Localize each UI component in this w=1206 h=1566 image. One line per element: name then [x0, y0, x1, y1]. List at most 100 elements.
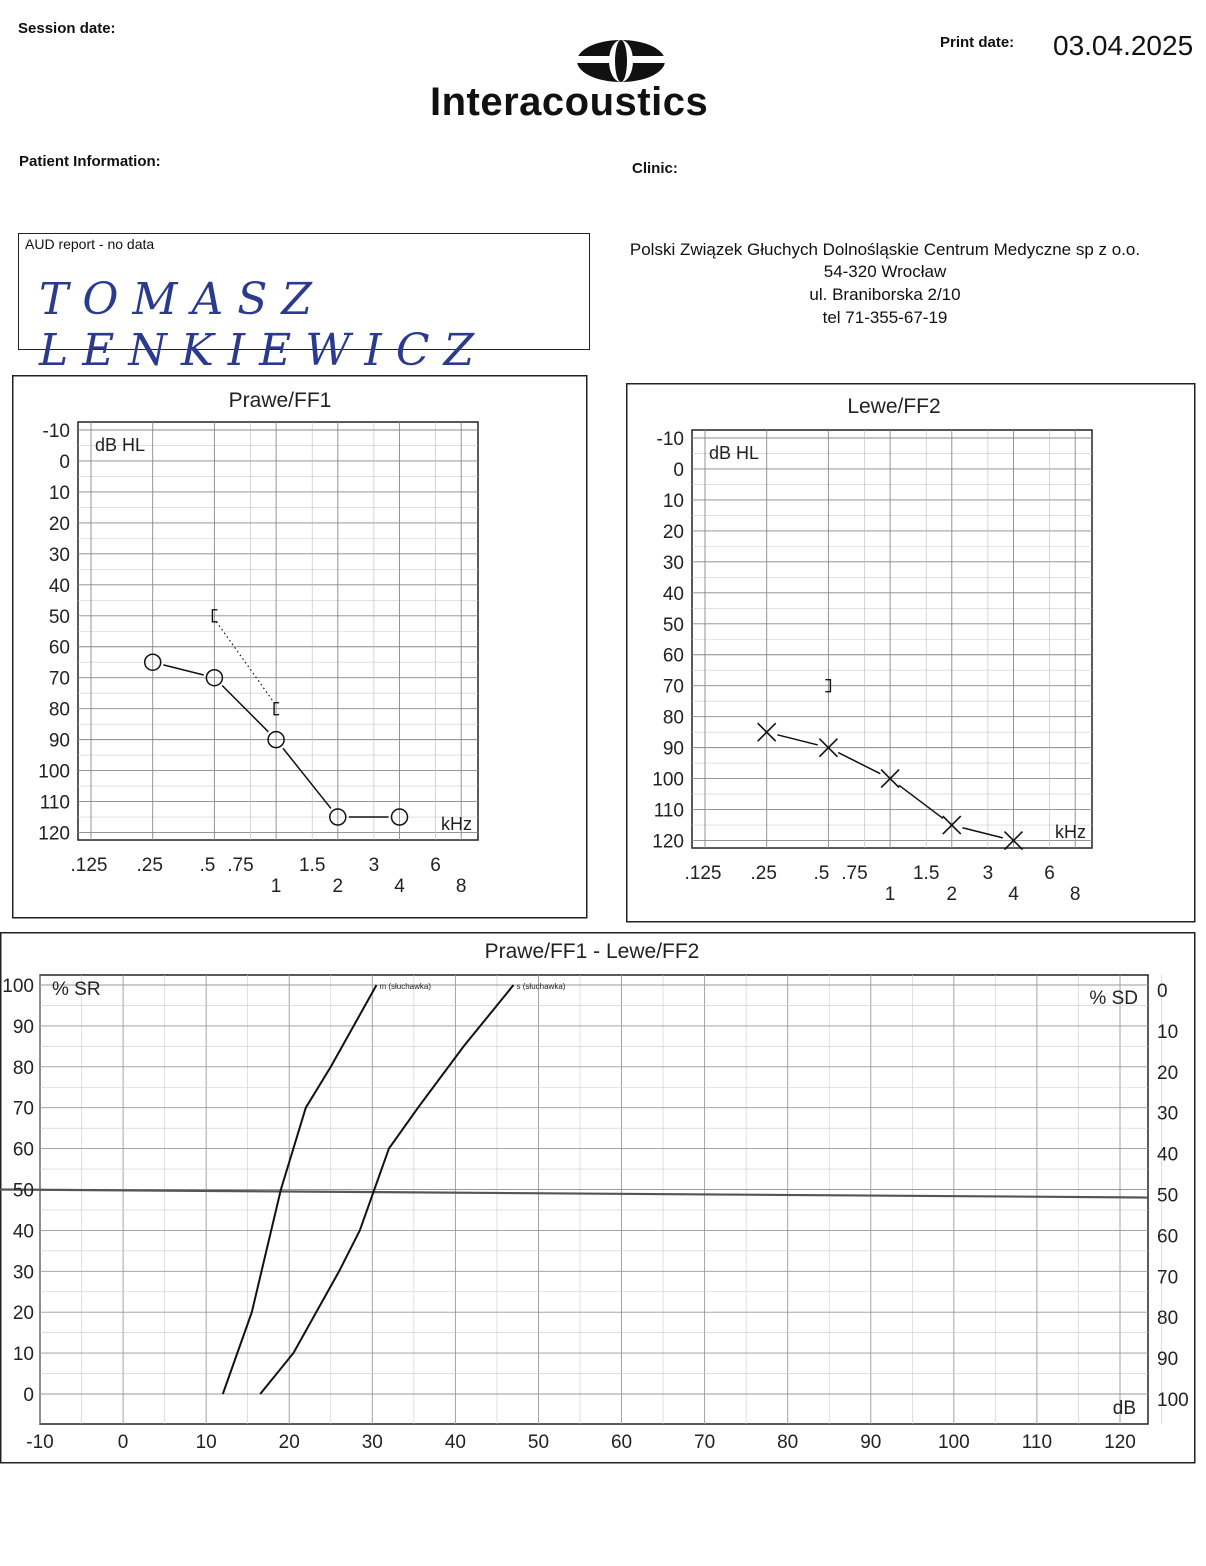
air-point-circle: [390, 808, 409, 826]
speech-curve-label: m (słuchawka): [379, 982, 431, 991]
x-tick-label: 4: [394, 876, 405, 897]
y-tick-label: 40: [663, 584, 684, 605]
y-tick-label-left: 10: [13, 1344, 34, 1365]
x-tick-label: 40: [445, 1432, 466, 1453]
left-chart-title: Lewe/FF2: [847, 395, 940, 418]
bone-point-bracket: [273, 701, 280, 716]
air-point-circle: [329, 808, 347, 826]
air-point-cross: [880, 769, 900, 789]
x-tick-label: 3: [983, 863, 994, 884]
x-tick-label: 2: [947, 884, 958, 905]
x-tick-label: 8: [456, 876, 467, 897]
series-line-air: [163, 664, 204, 676]
x-tick-label: 80: [777, 1432, 798, 1453]
air-point-cross: [818, 738, 838, 758]
y-tick-label: 0: [673, 460, 684, 481]
x-tick-label: 110: [1022, 1432, 1052, 1453]
y-tick-label-right: 60: [1157, 1226, 1178, 1247]
clinic-line-2: 54-320 Wrocław: [823, 262, 947, 281]
air-point-cross: [757, 722, 777, 742]
y-tick-label-right: 20: [1157, 1063, 1178, 1084]
x-tick-label: 1.5: [913, 863, 939, 884]
y-tick-label: 10: [49, 483, 70, 504]
y-tick-label: 60: [663, 646, 684, 667]
y-tick-label: -10: [657, 429, 684, 450]
x-tick-label: .5: [199, 855, 215, 876]
clinic-line-3: ul. Braniborska 2/10: [809, 285, 961, 304]
y-tick-label-left: 30: [13, 1262, 34, 1283]
y-tick-label: 50: [663, 615, 684, 636]
x-tick-label: 1.5: [299, 855, 325, 876]
left-ear-audiogram: Lewe/FF2 -10 0 10 20 30 40 50 60 70 80 90 100 110 120…: [626, 383, 1196, 923]
speech-curve-label: s (słuchawka): [517, 982, 566, 991]
air-point-circle: [267, 730, 285, 749]
right-ear-audiogram: Prawe/FF1 -10010203040506070809010011012…: [12, 375, 588, 919]
y-tick-label-left: 50: [13, 1181, 34, 1202]
y-tick-label-right: 40: [1157, 1145, 1178, 1166]
clinic-label: Clinic:: [632, 160, 678, 177]
series-line-air: [898, 784, 944, 820]
series-line-air: [777, 734, 818, 746]
x-tick-label: .25: [750, 863, 776, 884]
y-tick-label: 90: [663, 739, 684, 760]
speech-curve-s: [259, 984, 515, 1395]
y-tick-label: 0: [59, 452, 70, 473]
series-line-air: [962, 826, 1004, 839]
y-tick-label-right: 30: [1157, 1104, 1178, 1125]
speech-chart-title: Prawe/FF1 - Lewe/FF2: [485, 940, 700, 963]
x-tick-label: 4: [1008, 884, 1019, 905]
y-tick-label: 30: [663, 553, 684, 574]
x-tick-label: .5: [813, 863, 829, 884]
x-tick-label: .75: [841, 863, 867, 884]
y-axis-label: dB HL: [709, 443, 759, 463]
x-tick-label: 50: [528, 1432, 549, 1453]
y-tick-label: 100: [38, 762, 70, 783]
y-tick-label: 120: [652, 832, 684, 853]
y-tick-label: 20: [49, 514, 70, 535]
series-line-air: [837, 751, 881, 775]
x-tick-label: 30: [362, 1432, 383, 1453]
x-tick-label: 120: [1104, 1432, 1136, 1453]
x-tick-label: .75: [227, 855, 253, 876]
handwritten-name: TOMASZ LENKIEWICZ: [39, 274, 489, 376]
x-axis-label: dB: [1113, 1398, 1136, 1419]
y-tick-label: 90: [49, 731, 70, 752]
x-tick-label: 8: [1070, 884, 1081, 905]
logo-text: Interacoustics: [430, 80, 709, 124]
x-tick-label: 10: [196, 1432, 217, 1453]
air-point-circle: [143, 653, 162, 671]
x-tick-label: .125: [685, 863, 722, 884]
y-tick-label: 110: [40, 793, 70, 814]
series-line-bone: [215, 621, 275, 704]
clinic-line-4: tel 71-355-67-19: [822, 308, 948, 327]
y-tick-label: 20: [663, 522, 684, 543]
patient-box: AUD report - no data TOMASZ LENKIEWICZ: [18, 233, 590, 376]
y-tick-label-left: 100: [2, 976, 34, 997]
y-tick-label-left: 20: [13, 1303, 34, 1324]
y-tick-label-right: 100: [1157, 1390, 1189, 1411]
y-tick-label-right: 80: [1157, 1308, 1178, 1329]
y-tick-label: 30: [49, 545, 70, 566]
x-tick-label: -10: [26, 1432, 53, 1453]
air-point-cross: [942, 815, 962, 835]
y-tick-label: -10: [43, 421, 70, 442]
y-axis-label: dB HL: [95, 435, 145, 455]
y-tick-label-left: 80: [13, 1058, 34, 1079]
y-axis-label-right: % SD: [1089, 988, 1138, 1009]
reference-line-50: [0, 1188, 1149, 1199]
x-tick-label: 100: [938, 1432, 970, 1453]
x-tick-label: .125: [71, 855, 108, 876]
print-date-value: 03.04.2025: [1053, 30, 1194, 61]
y-tick-label: 110: [654, 801, 684, 822]
air-point-cross: [1003, 830, 1024, 851]
clinic-line-1: Polski Związek Głuchych Dolnośląskie Cen…: [629, 240, 1141, 259]
speech-curve-m: [221, 984, 378, 1395]
y-tick-label-left: 70: [13, 1099, 34, 1120]
y-tick-label-right: 50: [1157, 1186, 1178, 1207]
y-tick-label: 70: [663, 677, 684, 698]
patient-info-label: Patient Information:: [19, 153, 161, 170]
x-tick-label: 20: [279, 1432, 300, 1453]
x-tick-label: 3: [369, 855, 380, 876]
y-tick-label: 50: [49, 607, 70, 628]
series-line-air: [282, 747, 332, 809]
